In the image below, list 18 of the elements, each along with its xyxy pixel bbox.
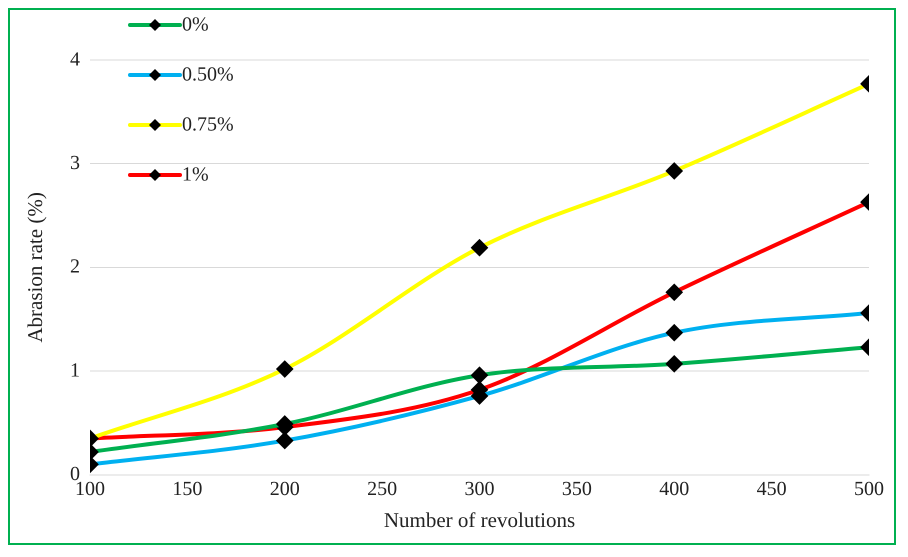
x-tick-label: 300 (464, 478, 494, 500)
y-axis-title: Abrasion rate (%) (23, 192, 48, 343)
y-tick-label: 2 (70, 256, 80, 278)
y-tick-label: 4 (70, 48, 80, 70)
x-tick-label: 500 (854, 478, 884, 500)
x-tick-label: 150 (172, 478, 202, 500)
x-axis-title: Number of revolutions (384, 508, 576, 532)
legend-label: 0.50% (182, 63, 234, 86)
legend-label: 0% (182, 13, 209, 36)
x-tick-label: 250 (367, 478, 398, 500)
y-tick-label: 3 (70, 152, 80, 174)
y-tick-label: 1 (70, 359, 80, 382)
legend-label: 0.75% (182, 113, 234, 136)
x-tick-label: 200 (270, 478, 300, 500)
x-tick-label: 400 (659, 478, 690, 500)
x-tick-label: 350 (562, 478, 592, 500)
legend-label: 1% (182, 163, 209, 186)
x-tick-label: 450 (756, 478, 787, 500)
